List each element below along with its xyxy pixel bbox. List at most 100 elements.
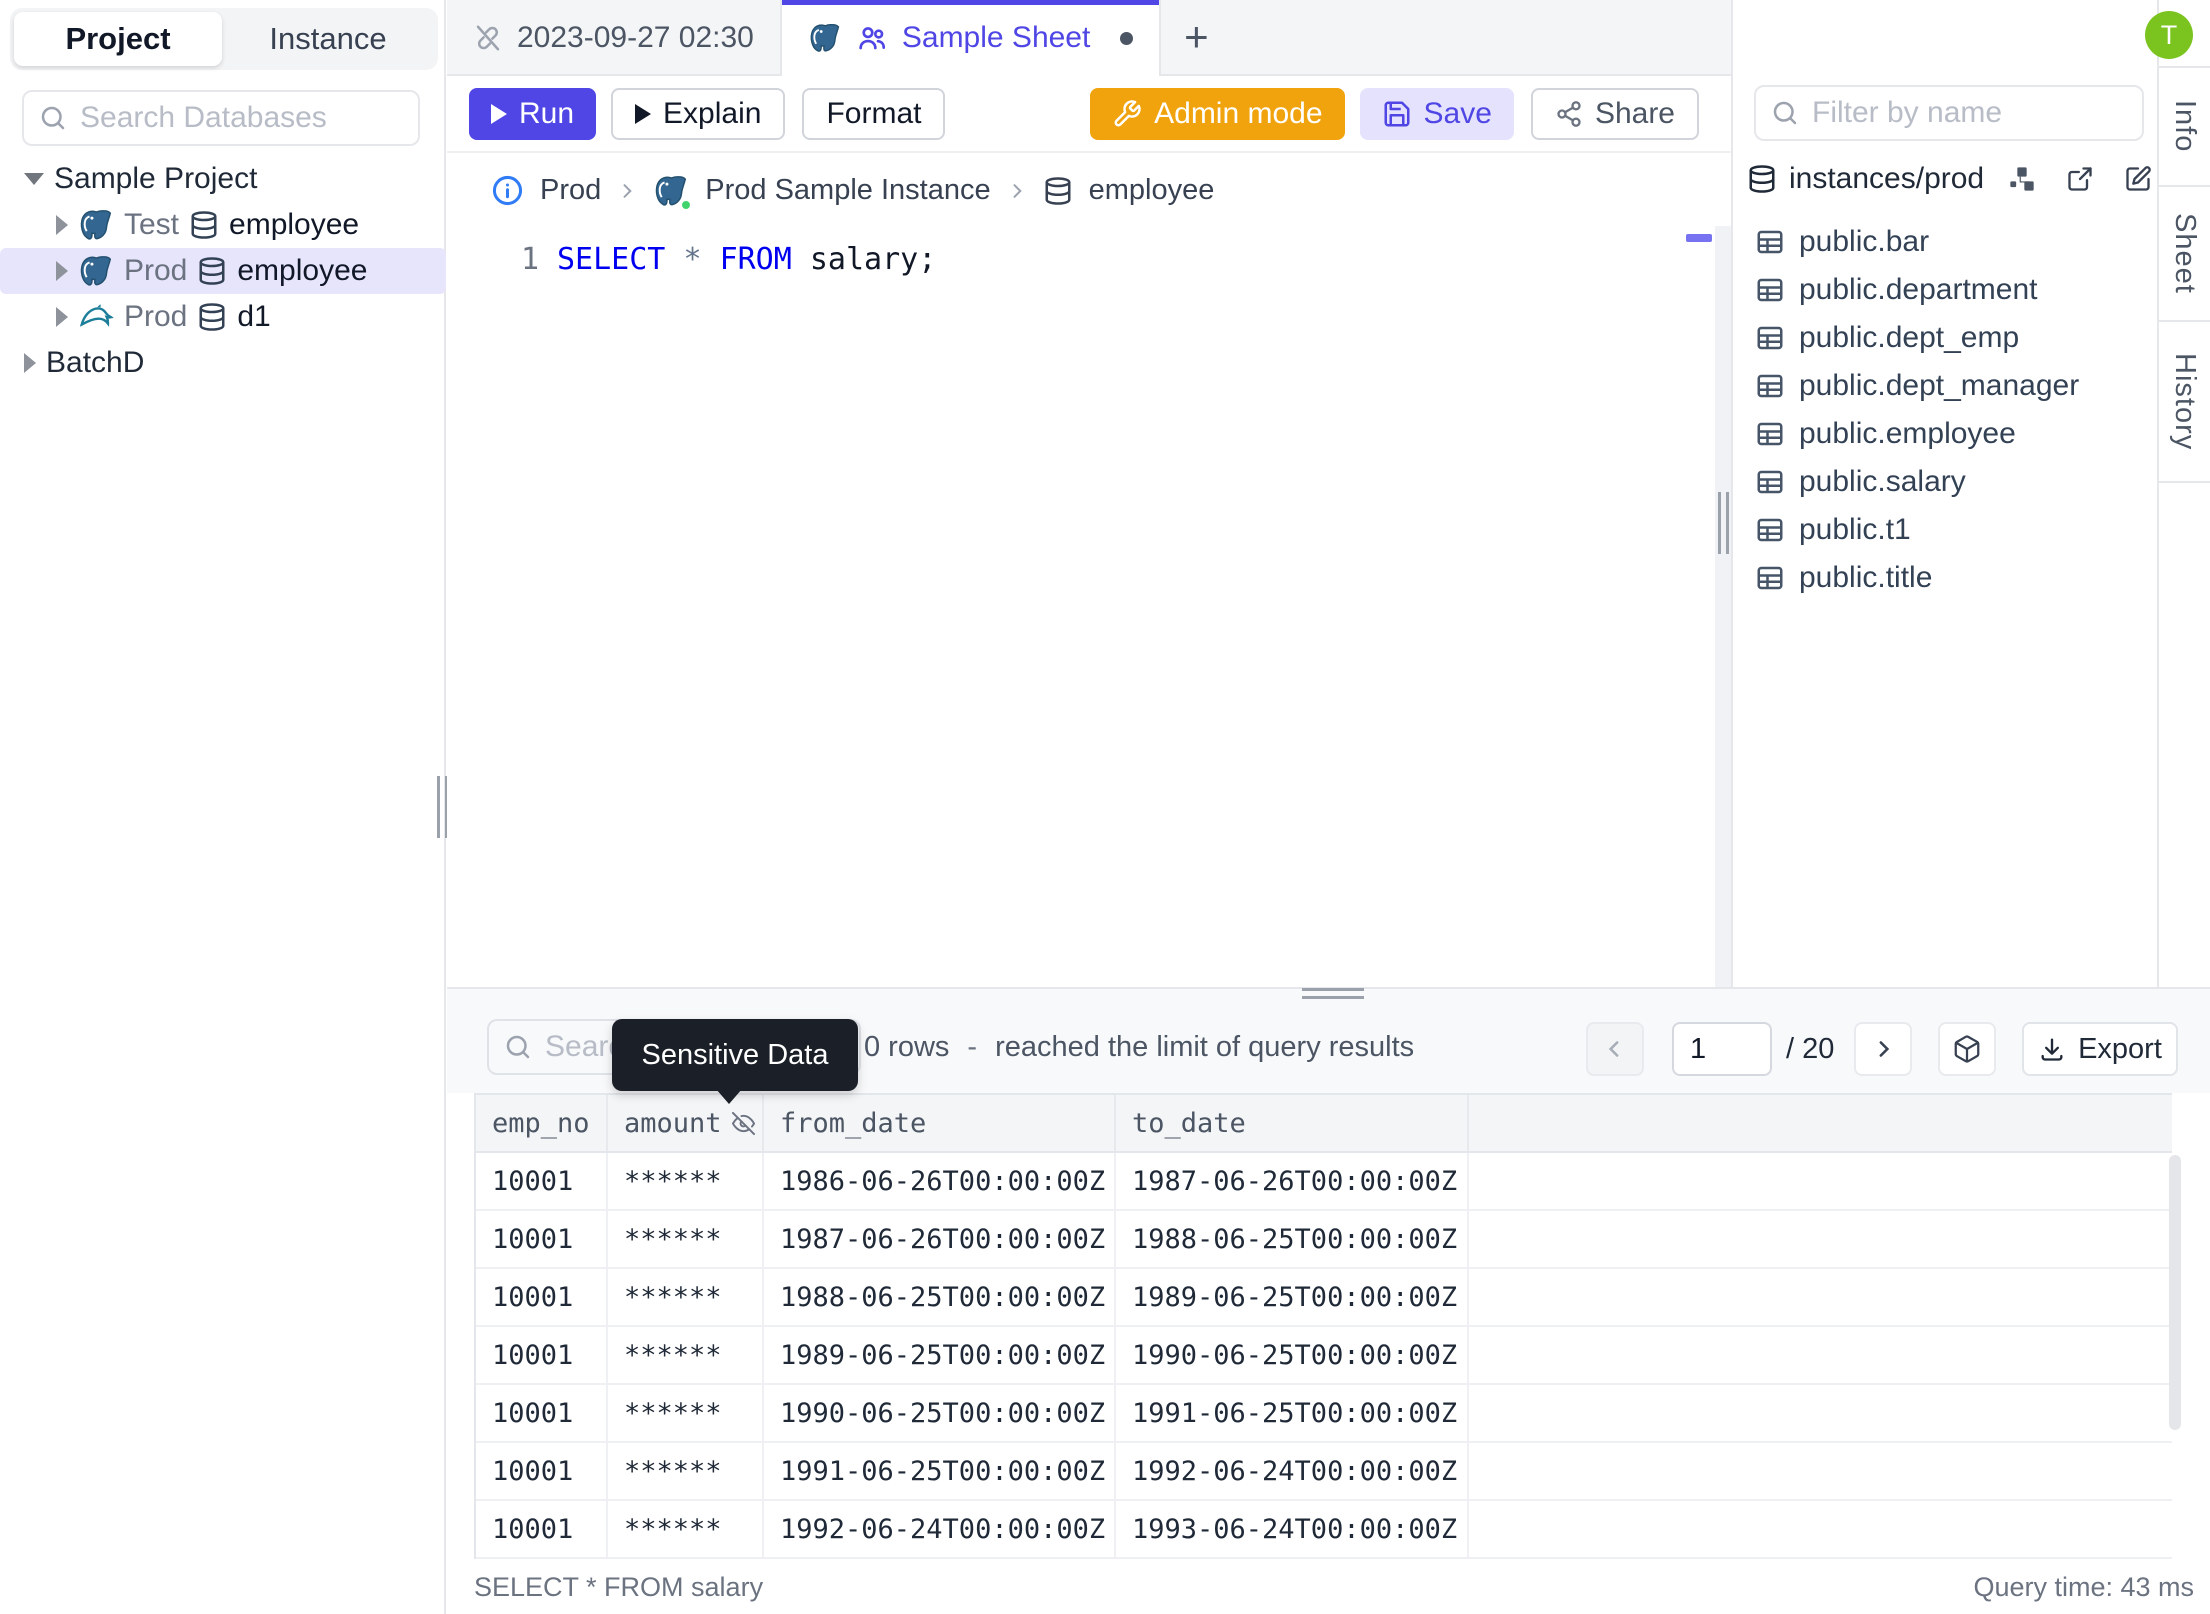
panel-resize-handle[interactable] (1718, 492, 1729, 554)
column-header[interactable]: from_date (764, 1095, 1116, 1151)
breadcrumb-instance[interactable]: Prod Sample Instance (705, 174, 991, 206)
download-icon (2038, 1035, 2066, 1063)
save-button[interactable]: Save (1359, 87, 1514, 140)
mysql-icon (78, 299, 114, 335)
sheet-tab-label: Sample Sheet (901, 21, 1091, 54)
new-tab-label: + (1184, 13, 1209, 60)
explain-label: Explain (663, 96, 762, 130)
search-icon (1770, 98, 1800, 128)
schema-sidebar: instances/prod public.bar public.departm… (1731, 0, 2157, 987)
table-row[interactable]: 10001 ****** 1987-06-26T00:00:00Z 1988-0… (476, 1211, 2172, 1269)
connection-breadcrumb: Prod Prod Sample Instance employee (447, 155, 1731, 226)
results-scrollbar[interactable] (2169, 1155, 2181, 1430)
sidebar-resize-handle[interactable] (437, 776, 448, 838)
column-header-label: emp_no (492, 1107, 590, 1139)
cell-filler (1469, 1327, 2172, 1383)
sensitive-data-tooltip: Sensitive Data (612, 1019, 858, 1091)
sql-keyword: SELECT (557, 242, 666, 277)
table-list-item[interactable]: public.dept_emp (1733, 314, 2159, 362)
eye-off-icon[interactable] (731, 1111, 755, 1135)
column-header[interactable]: to_date (1116, 1095, 1469, 1151)
side-tab-info[interactable]: Info (2159, 66, 2210, 187)
table-row[interactable]: 10001 ****** 1992-06-24T00:00:00Z 1993-0… (476, 1501, 2172, 1559)
table-list-item[interactable]: public.salary (1733, 458, 2159, 506)
table-list-item[interactable]: public.department (1733, 266, 2159, 314)
tooltip-text: Sensitive Data (641, 1038, 829, 1071)
package-icon-button[interactable] (1938, 1022, 1996, 1076)
format-button[interactable]: Format (802, 87, 946, 140)
panel-resize-gutter[interactable] (1715, 226, 1731, 987)
prev-page-button[interactable] (1586, 1022, 1644, 1076)
caret-right-icon[interactable] (24, 353, 36, 373)
tab-instance[interactable]: Instance (222, 21, 434, 57)
share-button[interactable]: Share (1530, 87, 1699, 140)
table-list-item[interactable]: public.dept_manager (1733, 362, 2159, 410)
explain-button[interactable]: Explain (611, 87, 786, 140)
user-avatar[interactable]: T (2145, 11, 2193, 59)
tree-node-prod-employee[interactable]: Prod employee (0, 248, 446, 294)
tab-project[interactable]: Project (14, 12, 222, 66)
side-tab-sheet-label: Sheet (2169, 213, 2201, 294)
cell-amount-masked: ****** (608, 1269, 764, 1325)
caret-right-icon[interactable] (56, 307, 68, 327)
info-icon[interactable] (491, 174, 524, 207)
next-page-button[interactable] (1854, 1022, 1912, 1076)
chevron-right-icon (617, 181, 637, 201)
table-row[interactable]: 10001 ****** 1989-06-25T00:00:00Z 1990-0… (476, 1327, 2172, 1385)
tree-node-batchd[interactable]: BatchD (0, 340, 446, 386)
table-list-item[interactable]: public.t1 (1733, 506, 2159, 554)
tree-node-sample-project[interactable]: Sample Project (0, 156, 446, 202)
tree-node-test-employee[interactable]: Test employee (0, 202, 446, 248)
play-icon (491, 103, 507, 124)
sheet-tab-sample-sheet[interactable]: Sample Sheet (781, 0, 1162, 76)
caret-right-icon[interactable] (56, 261, 68, 281)
export-button[interactable]: Export (2022, 1022, 2178, 1076)
admin-mode-button[interactable]: Admin mode (1090, 87, 1345, 140)
column-header[interactable]: amount (608, 1095, 764, 1151)
page-number-input[interactable] (1672, 1022, 1772, 1076)
environment-label: Test (124, 208, 180, 241)
cell-emp-no: 10001 (476, 1443, 608, 1499)
external-link-icon[interactable] (2066, 165, 2094, 193)
export-label: Export (2078, 1032, 2162, 1065)
row-count-label: 0 rows (864, 1030, 950, 1063)
tab-instance-label: Instance (269, 21, 387, 56)
limit-note: reached the limit of query results (995, 1030, 1415, 1063)
side-tab-info-label: Info (2169, 100, 2201, 153)
table-row[interactable]: 10001 ****** 1991-06-25T00:00:00Z 1992-0… (476, 1443, 2172, 1501)
tree-node-prod-d1[interactable]: Prod d1 (0, 294, 446, 340)
search-icon (38, 103, 68, 133)
table-row[interactable]: 10001 ****** 1988-06-25T00:00:00Z 1989-0… (476, 1269, 2172, 1327)
side-tab-sheet[interactable]: Sheet (2159, 187, 2210, 322)
table-row[interactable]: 10001 ****** 1986-06-26T00:00:00Z 1987-0… (476, 1153, 2172, 1211)
save-icon (1382, 99, 1412, 129)
postgresql-icon (78, 207, 114, 243)
side-tab-history[interactable]: History (2159, 322, 2210, 483)
results-resize-handle[interactable] (1302, 988, 1364, 999)
table-list-item[interactable]: public.title (1733, 554, 2159, 602)
table-row[interactable]: 10001 ****** 1990-06-25T00:00:00Z 1991-0… (476, 1385, 2172, 1443)
sql-editor[interactable]: 1 SELECT * FROM salary; (447, 226, 1715, 987)
caret-down-icon[interactable] (24, 173, 44, 185)
database-search-input[interactable] (80, 101, 404, 135)
table-icon (1755, 323, 1785, 353)
schema-diagram-icon[interactable] (2008, 165, 2036, 193)
cell-from-date: 1989-06-25T00:00:00Z (764, 1327, 1116, 1383)
table-filter-input[interactable] (1812, 96, 2128, 130)
database-icon (1043, 176, 1073, 206)
sheet-tab-unsaved[interactable]: 2023-09-27 02:30 (447, 0, 782, 76)
database-icon (1747, 164, 1777, 194)
run-button[interactable]: Run (469, 87, 597, 140)
edit-icon[interactable] (2124, 165, 2152, 193)
breadcrumb-database[interactable]: employee (1088, 174, 1215, 206)
unlink-icon (473, 23, 503, 53)
cell-emp-no: 10001 (476, 1327, 608, 1383)
caret-right-icon[interactable] (56, 215, 68, 235)
table-list-item[interactable]: public.employee (1733, 410, 2159, 458)
new-tab-button[interactable]: + (1161, 0, 1231, 74)
unsaved-dot-icon (1120, 31, 1134, 45)
breadcrumb-environment[interactable]: Prod (540, 174, 602, 206)
column-header[interactable]: emp_no (476, 1095, 608, 1151)
table-list-item[interactable]: public.bar (1733, 218, 2159, 266)
